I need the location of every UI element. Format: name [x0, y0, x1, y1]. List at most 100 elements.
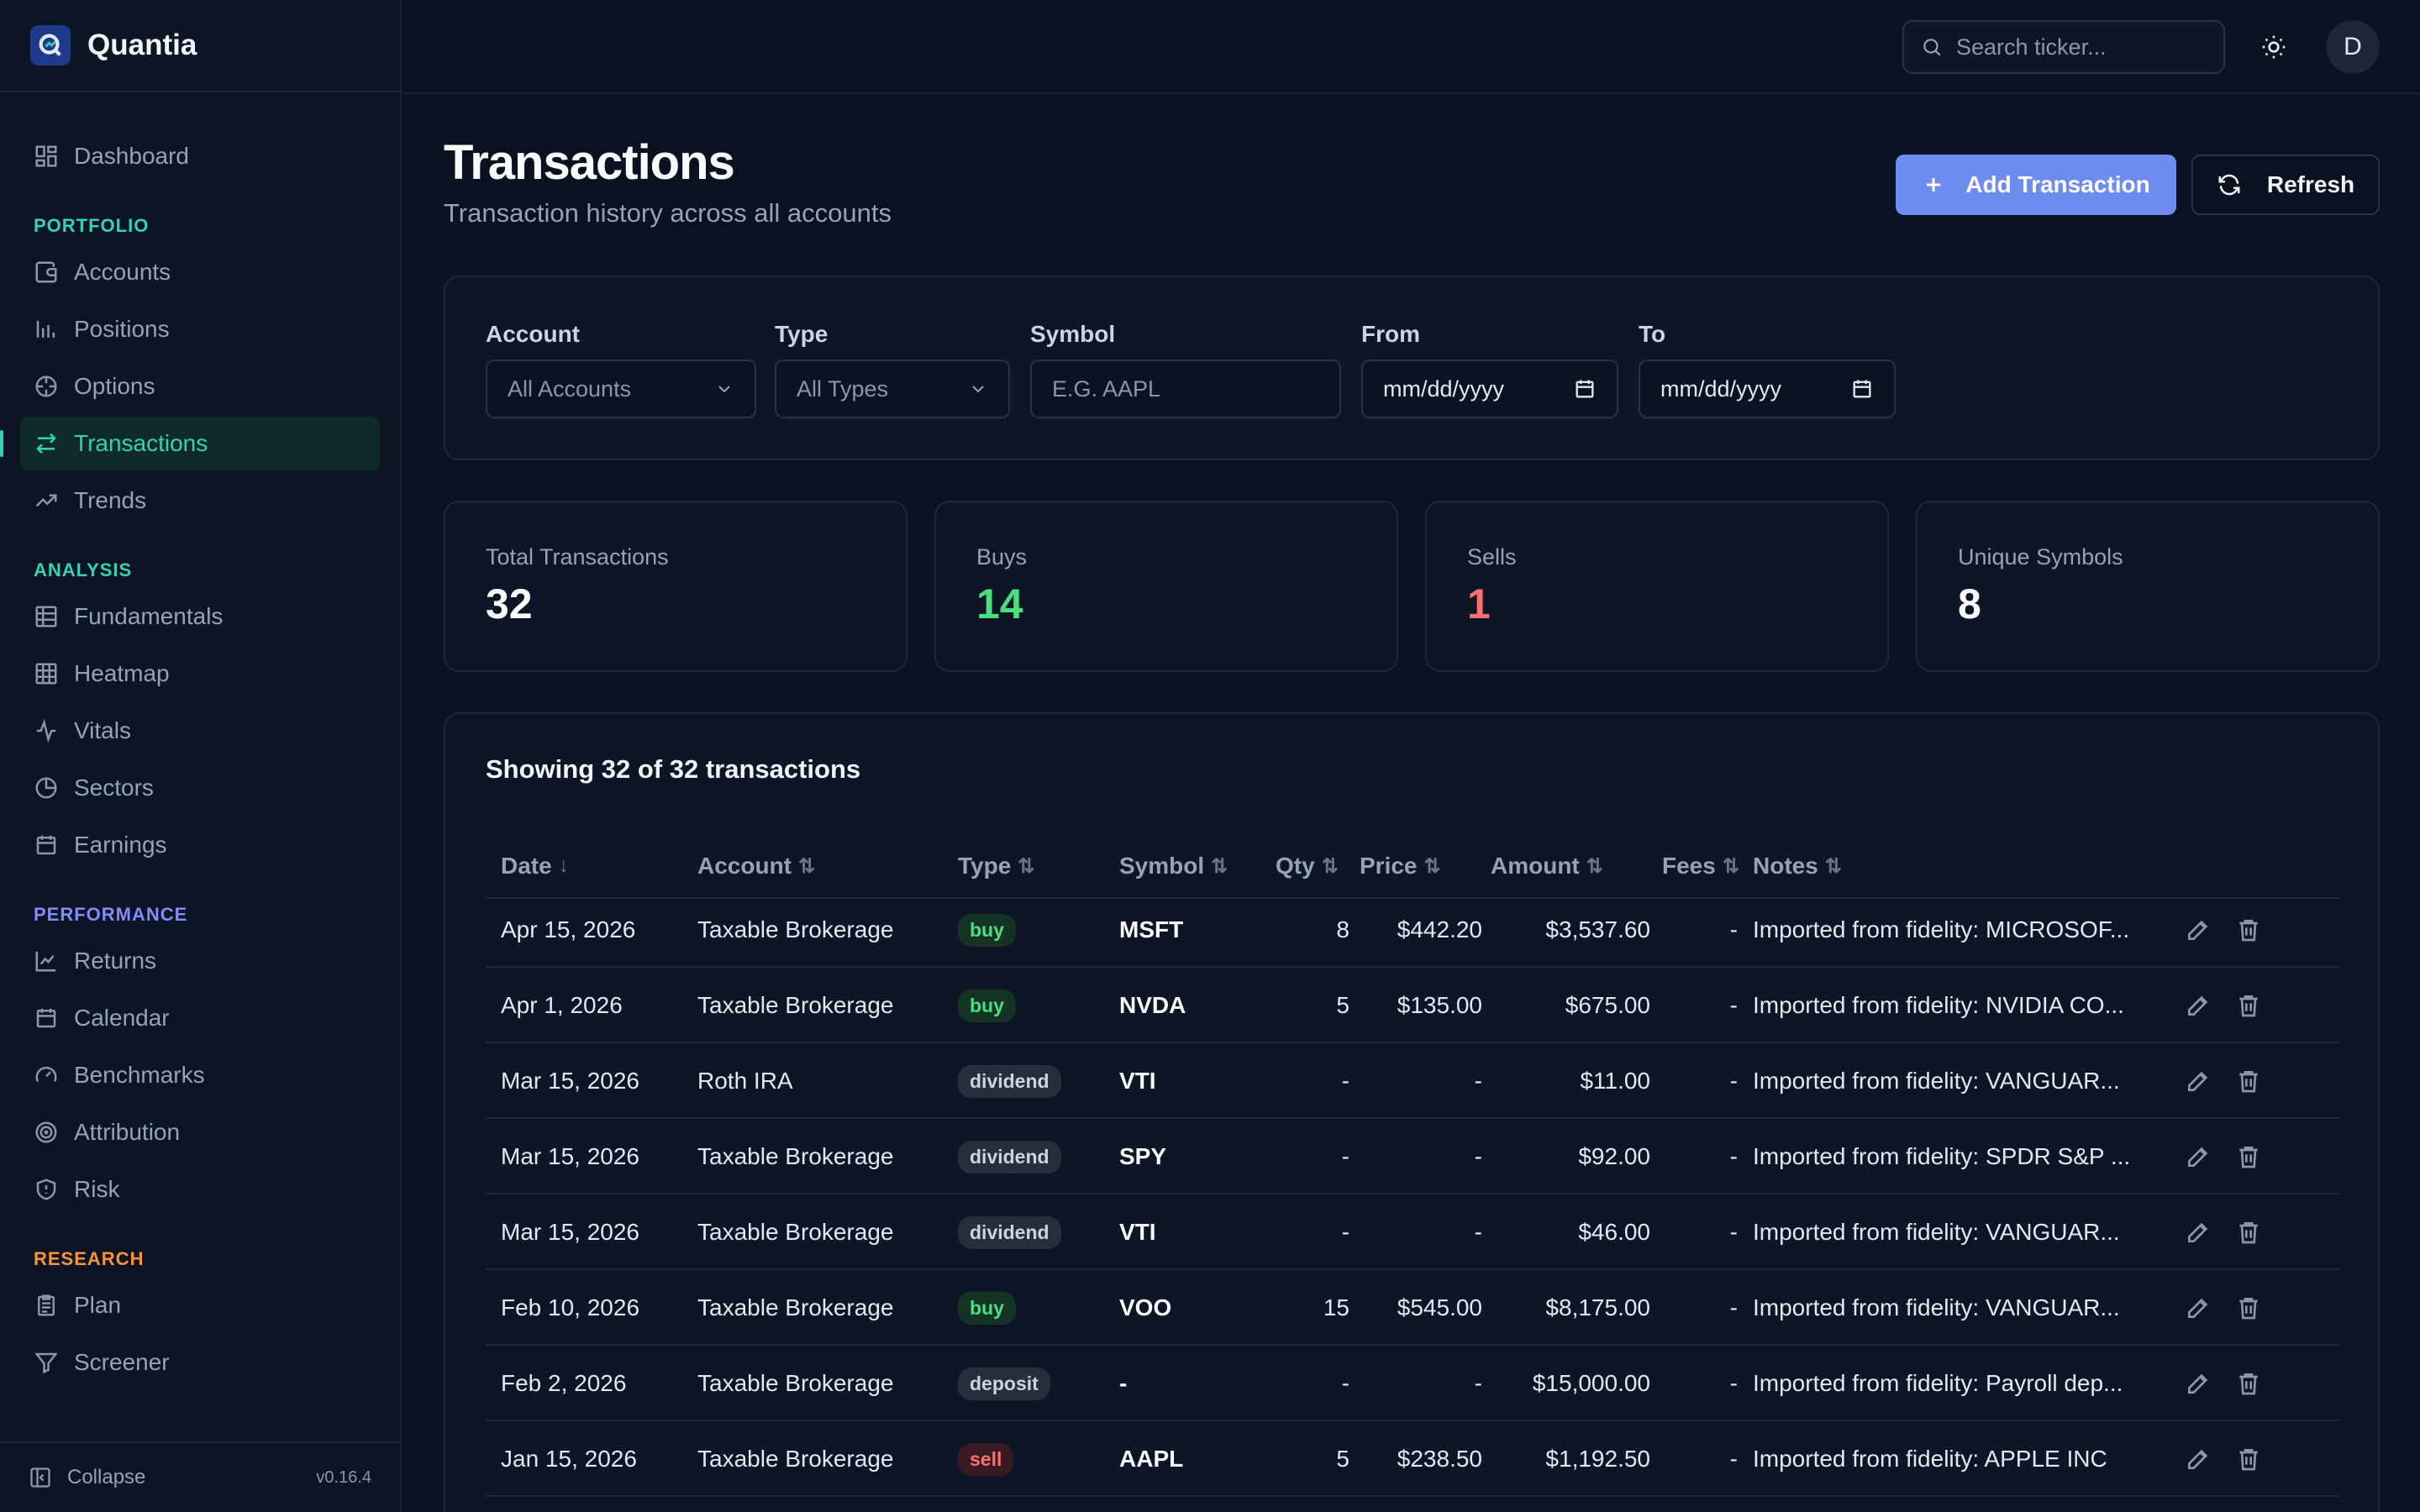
sidebar-item-plan[interactable]: Plan	[20, 1278, 380, 1332]
cell-price: -	[1474, 1143, 1482, 1169]
theme-toggle-button[interactable]	[2255, 29, 2292, 66]
sidebar-item-accounts[interactable]: Accounts	[20, 245, 380, 299]
column-header-symbol[interactable]: Symbol ⇅	[1119, 833, 1228, 899]
cell-account: Taxable Brokerage	[697, 1446, 894, 1472]
sidebar-item-positions[interactable]: Positions	[20, 302, 380, 356]
sidebar-item-dashboard[interactable]: Dashboard	[20, 129, 380, 183]
delete-button[interactable]	[2235, 1446, 2262, 1473]
table-row[interactable]: Apr 1, 2026 Taxable Brokerage buy NVDA 5 $135…	[486, 968, 2339, 1043]
search-input[interactable]	[1956, 34, 2208, 60]
to-date-input[interactable]: mm/dd/yyyy	[1639, 360, 1896, 418]
edit-button[interactable]	[2185, 1446, 2212, 1473]
cell-qty: -	[1341, 1068, 1349, 1094]
stat-card-buys: Buys 14	[934, 501, 1398, 672]
delete-button[interactable]	[2235, 1143, 2262, 1170]
delete-button[interactable]	[2235, 1068, 2262, 1095]
delete-button[interactable]	[2235, 1294, 2262, 1321]
sidebar-item-screener[interactable]: Screener	[20, 1336, 380, 1389]
edit-button[interactable]	[2185, 1143, 2212, 1170]
table-row[interactable]: Mar 15, 2026 Roth IRA dividend VTI - - $11.00 -…	[486, 1043, 2339, 1119]
sidebar-item-label: Returns	[74, 948, 157, 974]
sidebar-item-vitals[interactable]: Vitals	[20, 704, 380, 758]
column-header-qty[interactable]: Qty ⇅	[1276, 833, 1339, 899]
delete-button[interactable]	[2235, 916, 2262, 943]
cell-type: dividend	[958, 1043, 1109, 1119]
line-chart-icon	[35, 951, 56, 972]
sidebar-item-fundamentals[interactable]: Fundamentals	[20, 590, 380, 643]
sun-icon	[2262, 35, 2286, 59]
type-filter: Type All Types	[775, 321, 1010, 418]
avatar[interactable]: D	[2326, 20, 2380, 74]
stat-card-unique-symbols: Unique Symbols 8	[1916, 501, 2380, 672]
cell-account: Taxable Brokerage	[697, 1143, 894, 1169]
cell-price: -	[1474, 1068, 1482, 1094]
edit-button[interactable]	[2185, 1068, 2212, 1095]
stat-label: Total Transactions	[486, 544, 669, 570]
edit-button[interactable]	[2185, 1219, 2212, 1246]
delete-button[interactable]	[2235, 1219, 2262, 1246]
add-transaction-button[interactable]: Add Transaction	[1896, 155, 2176, 215]
sidebar-item-attribution[interactable]: Attribution	[20, 1105, 380, 1159]
trash-icon	[2239, 920, 2258, 942]
type-badge: dividend	[958, 1140, 1061, 1173]
column-header-date[interactable]: Date ↓	[501, 833, 569, 899]
table-body: Apr 15, 2026 Taxable Brokerage buy MSFT 8 $44…	[486, 892, 2339, 1497]
sort-icon: ⇅	[1211, 854, 1228, 878]
column-header-amount[interactable]: Amount ⇅	[1491, 833, 1603, 899]
sidebar-item-trends[interactable]: Trends	[20, 474, 380, 528]
sidebar-item-benchmarks[interactable]: Benchmarks	[20, 1048, 380, 1102]
sidebar-item-label: Attribution	[74, 1119, 181, 1145]
edit-button[interactable]	[2185, 1294, 2212, 1321]
cell-price: -	[1474, 1370, 1482, 1396]
table-row[interactable]: Jan 15, 2026 Taxable Brokerage sell AAPL 5 $2…	[486, 1421, 2339, 1497]
transactions-table-card: Showing 32 of 32 transactions Date ↓ Accou…	[444, 712, 2380, 1512]
sidebar-item-sectors[interactable]: Sectors	[20, 761, 380, 815]
sort-icon: ⇅	[1018, 854, 1035, 878]
collapse-button[interactable]: Collapse v0.16.4	[0, 1441, 400, 1512]
app-name: Quantia	[87, 29, 197, 61]
table-row[interactable]: Apr 15, 2026 Taxable Brokerage buy MSFT 8 $44…	[486, 892, 2339, 968]
sidebar-item-calendar[interactable]: Calendar	[20, 991, 380, 1045]
sidebar-item-label: Trends	[74, 487, 147, 513]
type-select[interactable]: All Types	[775, 360, 1010, 418]
edit-button[interactable]	[2185, 1370, 2212, 1397]
sidebar-item-options[interactable]: Options	[20, 360, 380, 413]
column-header-notes[interactable]: Notes ⇅	[1753, 833, 1842, 899]
column-header-price[interactable]: Price ⇅	[1360, 833, 1441, 899]
symbol-input[interactable]: E.G. AAPL	[1030, 360, 1341, 418]
table-row[interactable]: Feb 10, 2026 Taxable Brokerage buy VOO 15 $54…	[486, 1270, 2339, 1346]
calendar-icon	[36, 835, 56, 855]
sort-desc-icon: ↓	[558, 854, 569, 877]
edit-button[interactable]	[2185, 916, 2212, 943]
column-header-fees[interactable]: Fees ⇅	[1662, 833, 1739, 899]
cell-account: Roth IRA	[697, 1068, 793, 1094]
cell-qty: 5	[1336, 992, 1349, 1018]
table-row[interactable]: Feb 2, 2026 Taxable Brokerage deposit - - - $1…	[486, 1346, 2339, 1421]
ticker-search[interactable]	[1902, 20, 2225, 74]
delete-button[interactable]	[2235, 992, 2262, 1019]
refresh-button[interactable]: Refresh	[2191, 155, 2380, 215]
column-header-label: Symbol	[1119, 853, 1205, 879]
column-header-type[interactable]: Type ⇅	[958, 833, 1034, 899]
account-select[interactable]: All Accounts	[486, 360, 756, 418]
sidebar-item-risk[interactable]: Risk	[20, 1163, 380, 1216]
to-date-filter: To mm/dd/yyyy	[1639, 321, 1896, 418]
column-header-account[interactable]: Account ⇅	[697, 833, 815, 899]
sidebar-item-heatmap[interactable]: Heatmap	[20, 647, 380, 701]
brand[interactable]: Quantia	[0, 0, 400, 92]
sort-icon: ⇅	[798, 854, 816, 878]
cell-type: sell	[958, 1421, 1109, 1497]
delete-button[interactable]	[2235, 1370, 2262, 1397]
cell-amount: $675.00	[1565, 992, 1650, 1018]
sidebar-item-earnings[interactable]: Earnings	[20, 818, 380, 872]
sidebar-item-returns[interactable]: Returns	[20, 934, 380, 988]
pencil-icon	[2188, 1071, 2208, 1091]
table-row[interactable]: Mar 15, 2026 Taxable Brokerage dividend VTI…	[486, 1194, 2339, 1270]
type-badge: dividend	[958, 1064, 1061, 1098]
from-date-input[interactable]: mm/dd/yyyy	[1361, 360, 1618, 418]
search-icon	[1923, 39, 1941, 56]
cell-symbol: -	[1119, 1370, 1128, 1396]
table-row[interactable]: Mar 15, 2026 Taxable Brokerage dividend SPY…	[486, 1119, 2339, 1194]
edit-button[interactable]	[2185, 992, 2212, 1019]
sidebar-item-transactions[interactable]: Transactions	[0, 417, 380, 470]
